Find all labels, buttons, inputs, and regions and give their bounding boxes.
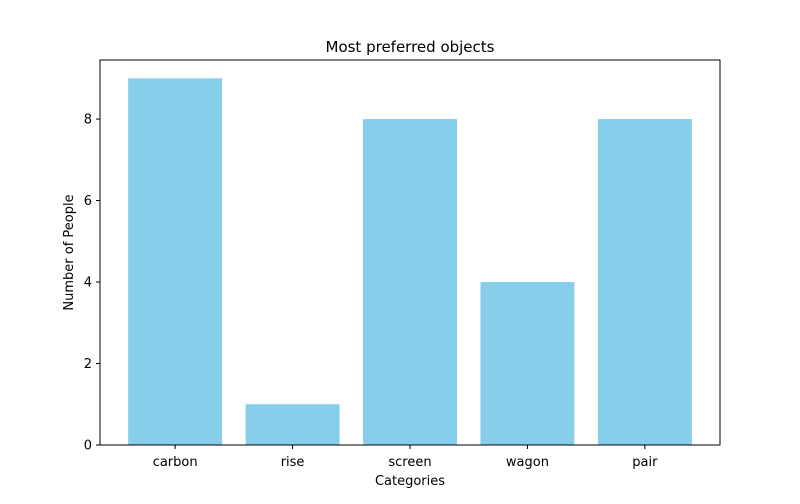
y-axis-ticks: 0 2 4 6 8 (84, 113, 100, 454)
y-tick-label: 2 (84, 357, 92, 372)
y-tick-label: 0 (84, 439, 92, 454)
x-axis-label: Categories (375, 474, 445, 489)
y-axis-label: Number of People (62, 194, 77, 310)
x-tick-label: screen (388, 455, 431, 470)
bars-group (128, 78, 692, 446)
bar-rise (245, 404, 340, 445)
y-tick-label: 8 (84, 113, 92, 128)
plot-frame (99, 59, 721, 446)
x-tick-label: wagon (506, 455, 549, 470)
bar-screen (363, 119, 457, 446)
y-tick-label: 6 (84, 194, 92, 209)
x-tick-label: rise (281, 455, 305, 470)
bar-pair (597, 119, 692, 446)
x-tick-label: carbon (153, 455, 198, 470)
chart-title: Most preferred objects (326, 38, 495, 56)
bar-wagon (480, 282, 575, 445)
bar-carbon (128, 78, 223, 445)
y-tick-label: 4 (84, 276, 92, 291)
x-axis-ticks: carbon rise screen wagon pair (153, 445, 658, 470)
x-tick-label: pair (632, 455, 658, 470)
